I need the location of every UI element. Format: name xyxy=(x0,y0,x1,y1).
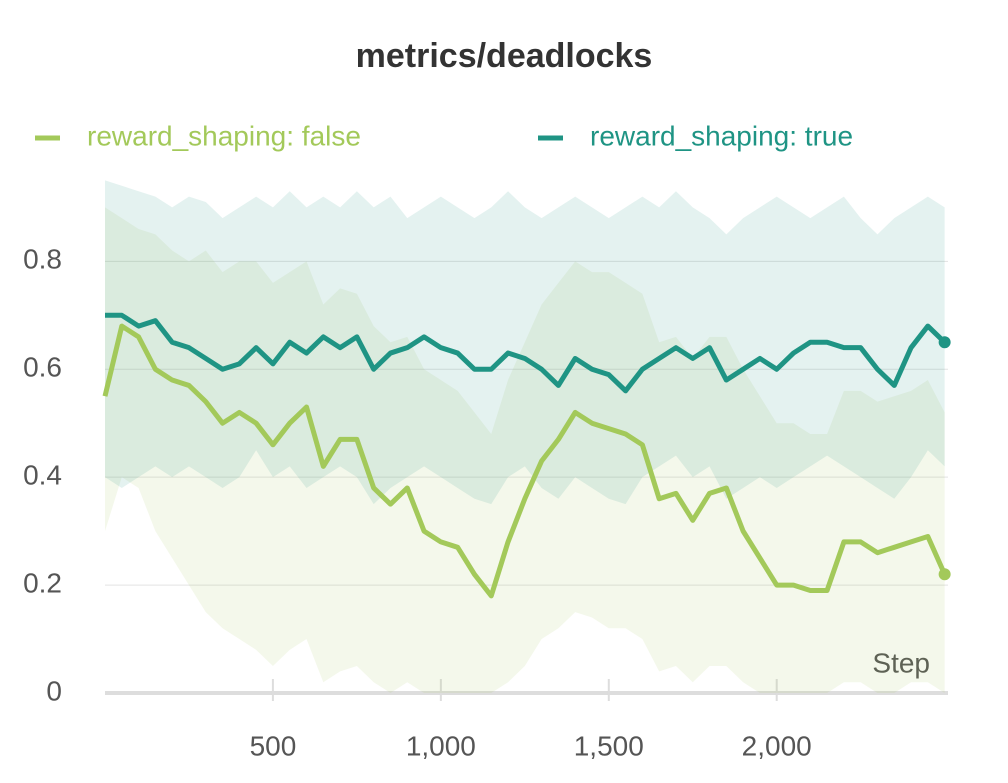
range-band xyxy=(105,207,945,693)
range-band xyxy=(105,180,945,505)
y-tick-label: 0.8 xyxy=(23,244,62,275)
y-tick-label: 0.4 xyxy=(23,460,62,491)
y-tick-label: 0.6 xyxy=(23,352,62,383)
end-point xyxy=(938,336,951,349)
series-line xyxy=(102,323,947,599)
series-line xyxy=(105,312,947,394)
x-tick-label: 2,000 xyxy=(742,730,812,761)
chart-title: metrics/deadlocks xyxy=(356,37,653,75)
legend-label: reward_shaping: false xyxy=(87,120,361,151)
y-tick-label: 0.2 xyxy=(23,567,62,598)
x-tick-label: 1,500 xyxy=(574,730,644,761)
end-point xyxy=(938,568,951,581)
x-axis-label: Step xyxy=(872,647,930,678)
x-tick-label: 500 xyxy=(250,730,297,761)
y-tick-label: 0 xyxy=(46,675,62,706)
x-tick-label: 1,000 xyxy=(406,730,476,761)
legend-label: reward_shaping: true xyxy=(590,120,853,151)
